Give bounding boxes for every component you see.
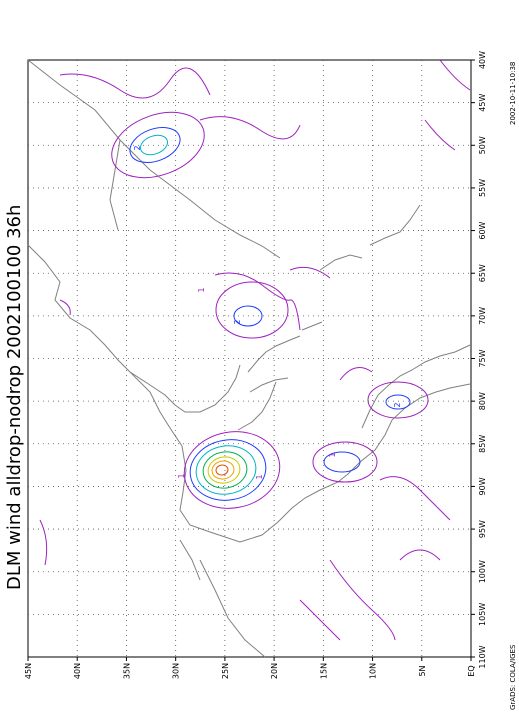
map-frame bbox=[27, 59, 472, 658]
coastline-segment bbox=[199, 559, 266, 658]
latitude-label: 30N bbox=[172, 663, 181, 679]
coastline-segment bbox=[109, 139, 121, 231]
longitude-label: 105W bbox=[478, 603, 487, 626]
latitude-labels: EQ 5N 10N 15N 20N 25N 30N 35N 40N 45N bbox=[24, 657, 476, 679]
contour-line bbox=[329, 559, 396, 641]
latitude-label: 35N bbox=[122, 663, 131, 679]
contour-ring bbox=[323, 451, 361, 473]
contour-label: 1 bbox=[255, 474, 264, 479]
contour-line bbox=[59, 299, 71, 316]
contour-ring bbox=[183, 431, 281, 509]
wind-contours: 1 2 1 2 1 2 1 bbox=[39, 59, 471, 641]
longitude-label: 55W bbox=[478, 179, 487, 197]
longitude-label: 70W bbox=[478, 307, 487, 325]
contour-ring bbox=[202, 451, 248, 489]
contour-label: 2 bbox=[393, 402, 402, 407]
longitude-label: 85W bbox=[478, 435, 487, 453]
contour-line bbox=[399, 549, 441, 561]
latitude-label: EQ bbox=[467, 665, 476, 676]
coastline-segment bbox=[179, 539, 201, 581]
coastline-segment bbox=[214, 219, 281, 259]
contour-ring bbox=[367, 381, 429, 419]
longitude-label: 50W bbox=[478, 136, 487, 154]
coastline-segment bbox=[237, 381, 277, 431]
longitude-label: 100W bbox=[478, 560, 487, 583]
coastline-segment bbox=[369, 204, 421, 246]
contour-line bbox=[39, 519, 48, 566]
contour-line bbox=[379, 476, 451, 521]
footer-left-label: GrADS: COLA/IGES bbox=[509, 644, 517, 710]
contour-ring bbox=[233, 305, 263, 327]
contour-ring bbox=[215, 464, 229, 476]
latitude-label: 15N bbox=[319, 663, 328, 679]
longitude-label: 75W bbox=[478, 349, 487, 367]
longitude-label: 80W bbox=[478, 392, 487, 410]
contour-label: 2 bbox=[233, 319, 242, 324]
coastline-segment bbox=[389, 344, 471, 385]
contour-line bbox=[214, 272, 301, 331]
latitude-label: 10N bbox=[369, 663, 378, 679]
latitude-label: 25N bbox=[221, 663, 230, 679]
coastline-segment bbox=[129, 364, 241, 413]
coastline-segment bbox=[361, 383, 391, 429]
contour-ring bbox=[215, 281, 289, 339]
contour-label: 1 bbox=[328, 452, 337, 457]
coastline-segment bbox=[27, 59, 216, 221]
longitude-label: 45W bbox=[478, 94, 487, 112]
footer-right-label: 2002-10-11-10:38 bbox=[509, 62, 517, 125]
contour-ring bbox=[195, 445, 257, 495]
coastline-segment bbox=[249, 377, 289, 393]
contour-line bbox=[439, 59, 471, 91]
contour-ring bbox=[111, 111, 205, 179]
latitude-label: 5N bbox=[418, 665, 427, 676]
longitude-label: 60W bbox=[478, 221, 487, 239]
longitude-label: 90W bbox=[478, 477, 487, 495]
contour-ring bbox=[211, 460, 235, 480]
contour-ring bbox=[207, 456, 241, 484]
coastline-segment bbox=[319, 254, 363, 271]
contour-ring bbox=[129, 127, 181, 163]
graticule bbox=[28, 60, 471, 657]
latitude-label: 20N bbox=[270, 663, 279, 679]
longitude-label: 110W bbox=[478, 645, 487, 668]
coastline-segment bbox=[247, 335, 301, 373]
latitude-label: 45N bbox=[24, 663, 33, 679]
contour-line bbox=[289, 266, 331, 279]
longitude-label: 65W bbox=[478, 264, 487, 282]
contour-ring bbox=[385, 394, 411, 410]
coastline-segment bbox=[301, 321, 323, 331]
coastline-segment bbox=[27, 244, 471, 543]
contour-line bbox=[299, 599, 341, 641]
contour-ring bbox=[139, 134, 169, 156]
contour-ring bbox=[312, 441, 378, 483]
contour-label: 1 bbox=[177, 473, 186, 478]
longitude-label: 40W bbox=[478, 51, 487, 69]
contour-line bbox=[424, 119, 456, 151]
contour-line bbox=[199, 116, 301, 140]
contour-line bbox=[59, 67, 211, 99]
coastline bbox=[27, 59, 471, 658]
map-title: DLM wind alldrop-nodrop 2002100100 36h bbox=[4, 205, 25, 590]
contour-label: 1 bbox=[197, 287, 206, 292]
latitude-label: 40N bbox=[73, 663, 82, 679]
contour-label: 2 bbox=[133, 145, 142, 150]
longitude-label: 95W bbox=[478, 520, 487, 538]
contour-ring bbox=[189, 439, 267, 501]
longitude-labels: 40W 45W 50W 55W 60W 65W 70W 75W 80W 85W 90W 95W 100W… bbox=[471, 51, 487, 669]
contour-line bbox=[339, 367, 373, 381]
